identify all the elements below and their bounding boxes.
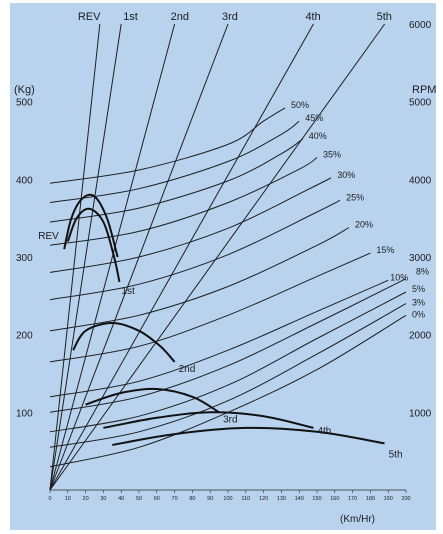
x-tick-label: 170 <box>348 496 357 502</box>
x-tick-label: 160 <box>330 496 339 502</box>
resistance-curve <box>49 278 407 413</box>
x-tick-label: 180 <box>366 496 375 502</box>
x-tick-label: 30 <box>100 496 106 502</box>
gear-lines <box>49 23 386 491</box>
gear-label: REV <box>78 11 101 23</box>
resistance-label: 45% <box>305 113 323 123</box>
axes-group: 0 10 20 30 40 50 60 70 80 90 100 110 120 130 140 150 160… <box>16 20 432 502</box>
resistance-curve <box>49 279 389 398</box>
x-axis-label: (Km/Hr) <box>340 514 375 525</box>
x-tick-label: 50 <box>136 496 142 502</box>
x-tick-label: 130 <box>277 496 286 502</box>
x-tick-label: 80 <box>189 496 195 502</box>
resistance-curve <box>49 138 304 223</box>
resistance-label: 5% <box>412 284 425 294</box>
gear-label: 1st <box>123 11 138 23</box>
tractive-curve <box>63 193 119 258</box>
tractive-curve <box>66 207 121 283</box>
gear-line <box>49 23 176 491</box>
left-tick-label: 500 <box>16 98 33 109</box>
tractive-curves <box>63 193 385 446</box>
tractive-label: 1st <box>121 286 135 297</box>
x-tick-label: 190 <box>384 496 393 502</box>
resistance-curves <box>49 107 407 468</box>
x-tick-label: 200 <box>401 496 410 502</box>
x-tick-label: 60 <box>154 496 160 502</box>
resistance-label: 15% <box>376 245 394 255</box>
tractive-curve <box>85 387 220 414</box>
resistance-curve <box>49 291 407 433</box>
resistance-curve <box>49 227 350 332</box>
resistance-curve <box>49 120 300 204</box>
tractive-label: REV <box>38 231 59 242</box>
x-tick-label: 150 <box>312 496 321 502</box>
resistance-label: 25% <box>346 192 364 202</box>
resistance-label: 35% <box>323 150 341 160</box>
right-tick-label: 6000 <box>409 20 432 31</box>
resistance-label: 50% <box>291 100 309 110</box>
x-tick-label: 10 <box>65 496 71 502</box>
gear-line <box>49 23 314 491</box>
tractive-curve <box>112 426 385 446</box>
tractive-label: 2nd <box>179 364 196 375</box>
resistance-label: 40% <box>309 131 327 141</box>
x-tick-label: 40 <box>118 496 124 502</box>
right-tick-label: 3000 <box>409 253 432 264</box>
tractive-label: 3rd <box>223 414 237 425</box>
left-tick-label: 200 <box>16 331 33 342</box>
resistance-label: 20% <box>355 219 373 229</box>
tractive-label: 5th <box>389 449 403 460</box>
gear-line <box>49 23 101 491</box>
chart-labels: 0%3% 5% 8% 10% 15% 20% 25% 30% 35% 40% 45% 50% REV 1s… <box>38 11 429 460</box>
resistance-curve <box>49 157 318 246</box>
resistance-curve <box>49 107 286 184</box>
x-tick-label: 120 <box>259 496 268 502</box>
right-tick-label: 1000 <box>409 408 432 419</box>
right-axis-label: RPM <box>412 84 436 96</box>
tractive-label: 4th <box>317 426 331 437</box>
resistance-curve <box>49 252 371 363</box>
resistance-label: 8% <box>416 267 429 277</box>
resistance-label: 3% <box>412 298 425 308</box>
resistance-label: 0% <box>412 309 425 319</box>
left-tick-label: 100 <box>16 408 33 419</box>
left-axis-label: (Kg) <box>14 84 35 96</box>
resistance-label: 30% <box>337 170 355 180</box>
gear-label: 4th <box>305 11 320 23</box>
x-tick-label: 70 <box>172 496 178 502</box>
resistance-label: 10% <box>390 272 408 282</box>
gear-line <box>49 23 122 491</box>
right-tick-label: 5000 <box>409 98 432 109</box>
right-tick-label: 4000 <box>409 175 432 186</box>
x-tick-label: 0 <box>48 496 51 502</box>
resistance-curve <box>49 199 341 301</box>
x-tick-label: 20 <box>83 496 89 502</box>
gear-line <box>49 23 386 491</box>
gear-label: 2nd <box>171 11 189 23</box>
tractive-curve <box>103 411 314 429</box>
resistance-curve <box>49 303 407 448</box>
gear-line <box>49 23 229 491</box>
gear-label: 3rd <box>222 11 238 23</box>
left-tick-label: 400 <box>16 175 33 186</box>
gear-label: 5th <box>377 11 392 23</box>
x-tick-label: 100 <box>223 496 232 502</box>
right-tick-label: 2000 <box>409 331 432 342</box>
resistance-curve <box>49 314 407 468</box>
tractive-curve <box>72 321 176 363</box>
x-tick-label: 90 <box>207 496 213 502</box>
x-tick-label: 140 <box>295 496 304 502</box>
resistance-curve <box>49 177 332 273</box>
x-tick-label: 110 <box>241 496 250 502</box>
left-tick-label: 300 <box>16 253 33 264</box>
